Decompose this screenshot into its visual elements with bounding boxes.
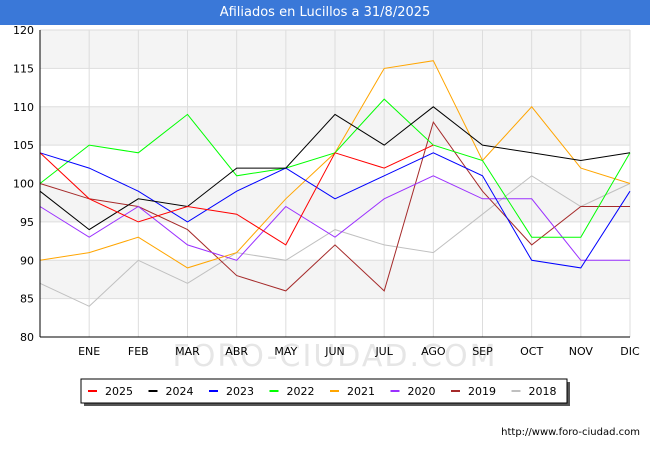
- x-tick-label: FEB: [128, 345, 149, 358]
- y-tick-label: 100: [13, 178, 34, 191]
- x-tick-label: JUN: [324, 345, 345, 358]
- source-link[interactable]: http://www.foro-ciudad.com: [501, 427, 640, 438]
- series-line-2024: [39, 106, 631, 231]
- x-tick-label: JUL: [374, 345, 393, 358]
- watermark: FORO-CIUDAD.COM: [173, 339, 498, 374]
- series-line-2025: [39, 144, 434, 246]
- y-tick-label: 80: [20, 331, 34, 344]
- x-tick-label: NOV: [569, 345, 594, 358]
- series-line-2018: [39, 175, 631, 307]
- x-tick-label: SEP: [472, 345, 493, 358]
- chart-title: Afiliados en Lucillos a 31/8/2025: [0, 0, 650, 25]
- series-lines: [39, 60, 631, 307]
- axes: [39, 30, 630, 338]
- x-tick-label: ENE: [78, 345, 100, 358]
- legend-label-2020: 2020: [408, 385, 436, 398]
- x-tick-label: OCT: [520, 345, 543, 358]
- x-tick-label: MAR: [175, 345, 200, 358]
- legend-label-2019: 2019: [468, 385, 496, 398]
- legend-box: [80, 378, 568, 404]
- x-tick-label: AGO: [421, 345, 446, 358]
- legend-label-2018: 2018: [529, 385, 557, 398]
- legend-label-2022: 2022: [287, 385, 315, 398]
- series-line-2020: [39, 175, 630, 261]
- y-tick-label: 90: [20, 254, 34, 267]
- y-tick-label: 105: [13, 139, 34, 152]
- y-tick-label: 120: [13, 24, 34, 37]
- legend-label-2021: 2021: [347, 385, 375, 398]
- legend-label-2024: 2024: [166, 385, 194, 398]
- x-tick-label: ABR: [225, 345, 248, 358]
- y-tick-label: 95: [20, 216, 34, 229]
- x-tick-label: MAY: [274, 345, 297, 358]
- y-tick-label: 110: [13, 101, 34, 114]
- y-tick-label: 85: [20, 293, 34, 306]
- x-tick-label: DIC: [620, 345, 640, 358]
- legend-label-2025: 2025: [105, 385, 133, 398]
- legend-label-2023: 2023: [226, 385, 254, 398]
- y-tick-label: 115: [13, 62, 34, 75]
- legend: 2025 2024 2023 2022 2021 2020 2019 2018: [80, 378, 570, 406]
- series-line-2023: [39, 152, 631, 269]
